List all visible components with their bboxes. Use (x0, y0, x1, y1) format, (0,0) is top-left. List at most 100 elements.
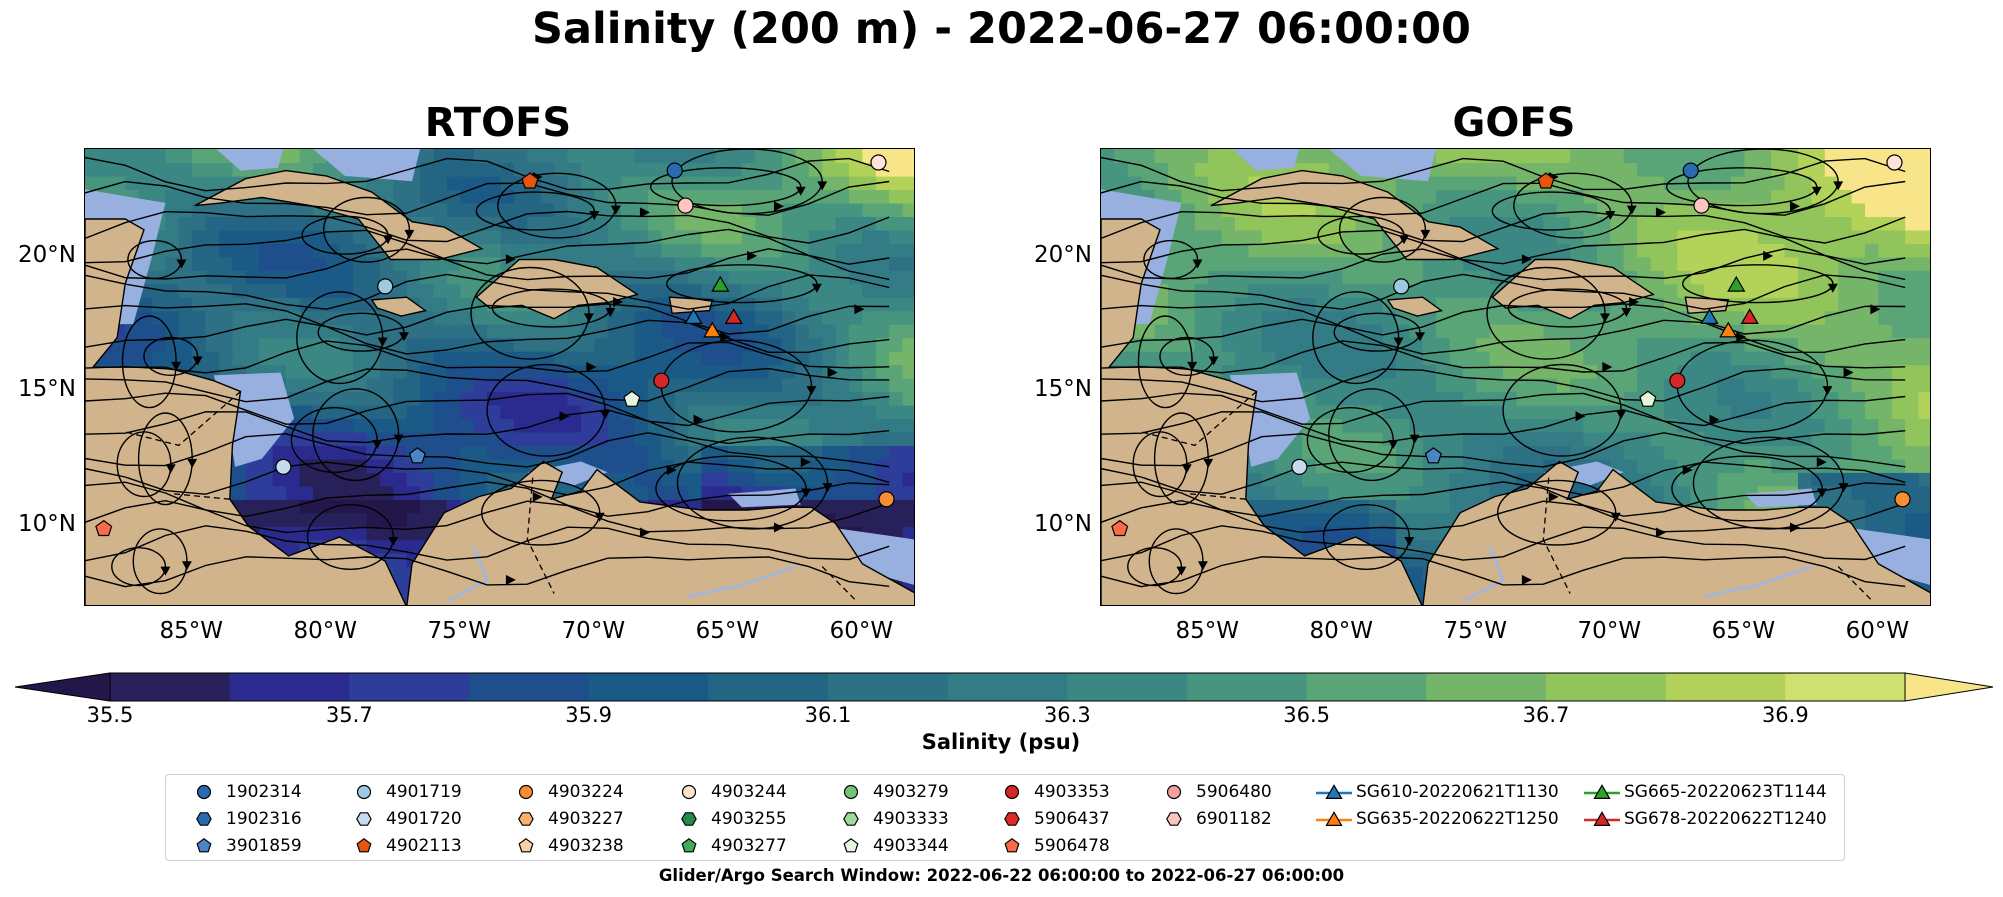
streamlines (1101, 149, 1906, 595)
colorbar-segment (1665, 673, 1786, 701)
colorbar-segment (469, 673, 590, 701)
search-window-note: Glider/Argo Search Window: 2022-06-22 06… (658, 866, 1345, 885)
legend-marker (843, 838, 859, 853)
float-marker (677, 197, 694, 214)
legend-marker (518, 838, 534, 853)
float-marker (95, 519, 113, 537)
colorbar-tick-label: 36.5 (1283, 703, 1331, 727)
lon-tick-label: 65°W (1711, 618, 1776, 644)
legend-label: 5906480 (1196, 782, 1272, 802)
legend-label: 5906437 (1034, 809, 1110, 829)
float-marker (1727, 275, 1746, 292)
land (1101, 218, 1423, 605)
float-marker (703, 321, 722, 338)
country-border (125, 391, 241, 447)
float-marker (1291, 458, 1308, 476)
legend-marker (843, 812, 859, 826)
legend-label: 4903344 (873, 836, 949, 856)
colorbar-over-extension (1904, 672, 1994, 702)
legend-label: 4903227 (548, 809, 624, 829)
lon-tick-label: 60°W (829, 618, 894, 644)
float-marker (1693, 197, 1710, 214)
float-marker (711, 275, 730, 292)
colorbar-tick-label: 36.3 (1043, 703, 1091, 727)
legend-label: SG678-20220622T1240 (1624, 809, 1827, 829)
legend-marker (681, 784, 697, 800)
legend-label: SG610-20220621T1130 (1356, 782, 1559, 802)
legend-label: 5906478 (1034, 836, 1110, 856)
float-marker (1393, 278, 1410, 295)
colorbar-segment (1067, 673, 1188, 701)
float-marker (1682, 162, 1699, 179)
colorbar-tick-label: 36.1 (804, 703, 852, 727)
legend-marker (356, 784, 372, 800)
shallow-water (1543, 461, 1624, 486)
legend-label: 4903353 (1034, 782, 1110, 802)
lon-tick-label: 85°W (159, 618, 223, 644)
legend-label: 4901720 (386, 809, 462, 829)
legend-label: 4902113 (386, 836, 462, 856)
river (1462, 547, 1506, 603)
river (1703, 565, 1812, 598)
river (687, 565, 796, 598)
float-marker (408, 447, 426, 464)
float-marker (1886, 154, 1903, 171)
lat-tick-label: 15°N (18, 376, 76, 403)
legend-marker (681, 838, 697, 853)
float-marker (1894, 491, 1911, 508)
float-marker (1537, 172, 1555, 189)
river (446, 547, 490, 603)
colorbar-segment (708, 673, 829, 701)
legend-marker (196, 784, 212, 800)
legend-label: SG665-20220623T1144 (1624, 782, 1827, 802)
colorbar-tick-label: 36.7 (1522, 703, 1570, 727)
lat-tick-label: 15°N (1034, 376, 1092, 403)
legend-marker (1004, 838, 1020, 853)
lon-tick-label: 65°W (695, 618, 760, 644)
lon-tick-label: 60°W (1845, 618, 1910, 644)
lat-tick-label: 10°N (18, 511, 76, 538)
lon-tick-label: 80°W (293, 618, 357, 644)
colorbar-segment (1306, 673, 1427, 701)
legend-marker (1325, 811, 1343, 826)
rtofs-map (84, 148, 915, 606)
lon-tick-label: 70°W (1577, 618, 1642, 644)
lon-tick-label: 75°W (1443, 618, 1508, 644)
colorbar-segment (1546, 673, 1667, 701)
legend-label: 4903224 (548, 782, 624, 802)
legend: 1902314 1902316 3901859 4901719 4901720 49021… (165, 774, 1845, 861)
float-marker (870, 154, 887, 171)
legend-label: 6901182 (1196, 809, 1272, 829)
colorbar-segment (947, 673, 1068, 701)
legend-label: 4901719 (386, 782, 462, 802)
legend-marker (1325, 784, 1343, 799)
legend-label: 4903277 (711, 836, 787, 856)
colorbar (15, 672, 1994, 702)
legend-marker (196, 812, 212, 826)
float-marker (1719, 321, 1738, 338)
float-marker (1700, 308, 1719, 324)
legend-marker (843, 784, 859, 800)
legend-label: 4903244 (711, 782, 787, 802)
legend-marker (681, 812, 697, 826)
land (668, 296, 714, 315)
legend-label: 1902314 (226, 782, 302, 802)
float-marker (521, 172, 539, 189)
float-marker (1111, 519, 1129, 537)
colorbar-segment (1785, 673, 1906, 701)
country-border (526, 477, 555, 594)
land (1386, 296, 1444, 317)
colorbar-tick-label: 35.7 (325, 703, 373, 727)
country-border (1141, 391, 1257, 447)
float-marker (684, 308, 703, 324)
figure-title: Salinity (200 m) - 2022-06-27 06:00:00 (532, 4, 1471, 54)
legend-marker (1166, 784, 1182, 800)
float-marker (275, 458, 292, 476)
float-marker (724, 308, 743, 324)
shallow-water (527, 461, 608, 486)
colorbar-segment (110, 673, 231, 701)
colorbar-under-extension (15, 672, 111, 702)
gofs-map (1100, 148, 1931, 606)
land (1684, 296, 1730, 315)
colorbar-segment (828, 673, 949, 701)
